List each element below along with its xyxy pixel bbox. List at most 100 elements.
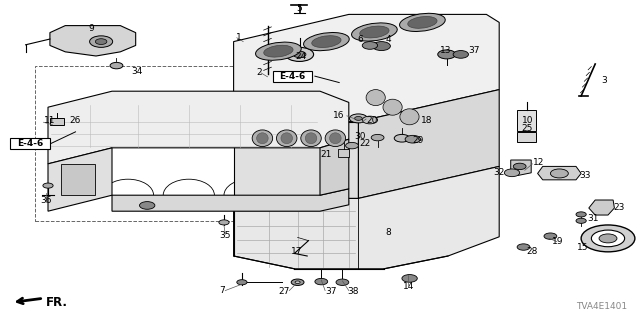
Text: 9: 9 <box>88 24 93 33</box>
Text: 15: 15 <box>577 243 588 252</box>
Ellipse shape <box>252 130 273 147</box>
Text: 37: 37 <box>468 46 480 55</box>
Bar <box>50 118 64 125</box>
Bar <box>273 70 312 82</box>
Circle shape <box>315 278 328 285</box>
Circle shape <box>550 169 568 178</box>
Text: 32: 32 <box>493 168 504 177</box>
Text: 17: 17 <box>291 247 302 256</box>
Circle shape <box>576 212 586 217</box>
Bar <box>517 110 536 131</box>
Circle shape <box>362 116 378 124</box>
Text: 3: 3 <box>602 76 607 84</box>
Polygon shape <box>61 164 95 195</box>
Text: 27: 27 <box>278 287 289 296</box>
Text: 21: 21 <box>320 150 332 159</box>
Text: 35: 35 <box>220 231 231 240</box>
Ellipse shape <box>408 17 437 28</box>
Text: FR.: FR. <box>46 296 68 309</box>
Circle shape <box>355 116 362 120</box>
Ellipse shape <box>281 133 292 144</box>
Circle shape <box>402 275 417 282</box>
Bar <box>35 66 381 221</box>
Text: 4: 4 <box>385 35 391 44</box>
Circle shape <box>504 169 520 177</box>
Circle shape <box>295 281 300 284</box>
Text: 25: 25 <box>522 124 533 133</box>
Circle shape <box>513 163 526 170</box>
Ellipse shape <box>255 42 301 60</box>
Circle shape <box>599 234 617 243</box>
Polygon shape <box>234 122 358 198</box>
Text: 16: 16 <box>333 111 344 120</box>
Text: 5: 5 <box>297 4 302 13</box>
Ellipse shape <box>399 13 445 31</box>
Polygon shape <box>511 160 531 175</box>
Text: 2: 2 <box>256 68 262 77</box>
Text: 31: 31 <box>588 214 599 223</box>
Circle shape <box>372 42 390 51</box>
Text: TVA4E1401: TVA4E1401 <box>576 302 627 311</box>
Text: 20: 20 <box>366 116 378 124</box>
Circle shape <box>517 244 530 250</box>
Ellipse shape <box>264 45 293 57</box>
Circle shape <box>285 47 314 61</box>
Circle shape <box>219 220 229 225</box>
Text: 37: 37 <box>325 287 337 296</box>
Ellipse shape <box>360 26 389 38</box>
Text: 29: 29 <box>413 136 424 145</box>
Text: 26: 26 <box>69 116 81 124</box>
Text: 12: 12 <box>532 158 544 167</box>
Circle shape <box>346 142 358 149</box>
Text: 7: 7 <box>220 286 225 295</box>
Ellipse shape <box>301 130 321 147</box>
Polygon shape <box>234 14 499 122</box>
Circle shape <box>237 280 247 285</box>
Text: 36: 36 <box>40 196 52 204</box>
Circle shape <box>591 230 625 247</box>
Text: 10: 10 <box>522 116 533 125</box>
Circle shape <box>293 51 306 58</box>
Text: E-4-6: E-4-6 <box>279 72 306 81</box>
Text: 6: 6 <box>358 35 364 44</box>
Text: 24: 24 <box>296 52 307 60</box>
Text: 1: 1 <box>236 33 241 42</box>
Text: E-4-6: E-4-6 <box>17 139 44 148</box>
Circle shape <box>140 202 155 209</box>
Bar <box>10 138 50 149</box>
Circle shape <box>291 279 304 285</box>
Polygon shape <box>48 148 112 211</box>
Bar <box>517 132 536 142</box>
Text: 11: 11 <box>44 116 55 125</box>
Bar <box>338 149 349 157</box>
Circle shape <box>581 225 635 252</box>
Ellipse shape <box>325 130 346 147</box>
Polygon shape <box>50 26 136 56</box>
Circle shape <box>438 50 456 59</box>
Polygon shape <box>320 139 349 195</box>
Circle shape <box>576 218 586 223</box>
Ellipse shape <box>400 109 419 125</box>
Text: 22: 22 <box>360 139 371 148</box>
Circle shape <box>336 279 349 285</box>
Polygon shape <box>48 91 349 164</box>
Ellipse shape <box>303 33 349 51</box>
Ellipse shape <box>351 23 397 41</box>
Ellipse shape <box>383 99 402 115</box>
Ellipse shape <box>330 133 341 144</box>
Circle shape <box>362 42 378 49</box>
Text: 19: 19 <box>552 237 563 246</box>
Circle shape <box>43 183 53 188</box>
Text: 28: 28 <box>526 247 538 256</box>
Circle shape <box>95 39 107 44</box>
Circle shape <box>349 114 367 123</box>
Circle shape <box>371 134 384 141</box>
Circle shape <box>405 135 420 143</box>
Ellipse shape <box>366 90 385 106</box>
Circle shape <box>453 51 468 58</box>
Polygon shape <box>589 200 614 215</box>
Ellipse shape <box>312 36 341 47</box>
Circle shape <box>90 36 113 47</box>
Text: 18: 18 <box>421 116 433 125</box>
Text: 33: 33 <box>579 171 591 180</box>
